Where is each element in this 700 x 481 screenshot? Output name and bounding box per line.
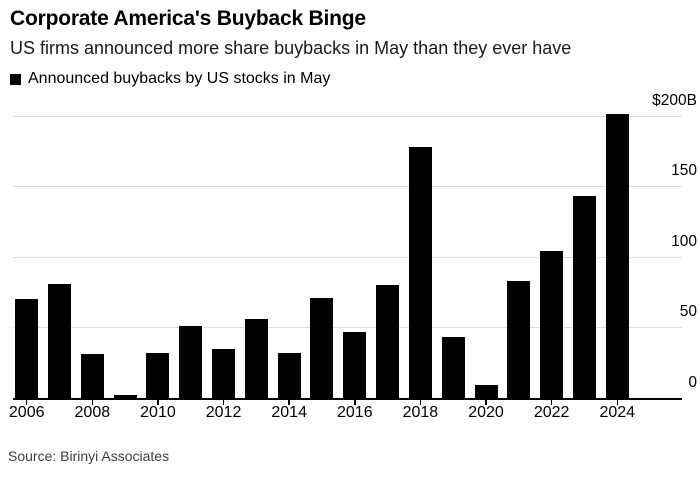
x-axis-label-2012: 2012 bbox=[205, 404, 242, 421]
x-axis-tick-2022 bbox=[550, 399, 553, 405]
gridline-200 bbox=[13, 115, 682, 117]
legend: Announced buybacks by US stocks in May bbox=[10, 70, 330, 88]
x-axis-label-2020: 2020 bbox=[468, 404, 504, 421]
x-axis-tick-2014 bbox=[288, 399, 290, 405]
gridline-50 bbox=[13, 327, 682, 329]
bar-2012 bbox=[212, 349, 236, 398]
bar-chart: $200B 150 100 50 0 2006 2008 2010 2012 2014 2016 20… bbox=[8, 91, 697, 422]
bar-2020 bbox=[474, 385, 498, 398]
bar-2011 bbox=[179, 326, 203, 398]
x-axis-label-2010: 2010 bbox=[140, 404, 176, 421]
bar-2009 bbox=[113, 395, 137, 398]
bar-2016 bbox=[343, 332, 367, 398]
x-axis-tick-2006 bbox=[25, 399, 28, 405]
y-axis-label-150: 150 bbox=[671, 162, 697, 180]
x-axis-tick-2010 bbox=[157, 399, 159, 405]
bar-2024 bbox=[605, 114, 629, 398]
bar-2013 bbox=[244, 319, 268, 398]
gridline-100 bbox=[13, 256, 682, 258]
bar-2006 bbox=[15, 299, 39, 398]
y-axis-label-200: $200B bbox=[652, 91, 697, 109]
bar-2007 bbox=[48, 284, 71, 398]
x-axis-tick-2018 bbox=[419, 399, 422, 405]
x-axis-line bbox=[13, 397, 682, 400]
x-axis-label-2008: 2008 bbox=[74, 404, 111, 421]
x-axis-tick-2016 bbox=[354, 399, 356, 405]
bar-2010 bbox=[146, 353, 170, 398]
x-axis-tick-2020 bbox=[485, 399, 487, 405]
page-subtitle: US firms announced more share buybacks i… bbox=[10, 38, 572, 58]
x-axis-tick-2008 bbox=[91, 399, 94, 405]
x-axis-label-2018: 2018 bbox=[402, 404, 439, 421]
bar-2008 bbox=[80, 354, 104, 398]
x-axis-label-2022: 2022 bbox=[533, 404, 570, 421]
source-note: Source: Birinyi Associates bbox=[8, 448, 170, 464]
y-axis-label-100: 100 bbox=[671, 232, 697, 250]
gridline-150 bbox=[13, 186, 682, 188]
bar-2014 bbox=[277, 353, 301, 398]
y-axis-label-0: 0 bbox=[688, 374, 697, 391]
bar-2023 bbox=[572, 196, 596, 398]
legend-swatch-icon bbox=[10, 73, 21, 85]
x-axis-label-2014: 2014 bbox=[271, 404, 307, 421]
bar-2017 bbox=[376, 285, 400, 398]
bar-2022 bbox=[540, 251, 564, 398]
x-axis-label-2016: 2016 bbox=[337, 404, 373, 421]
x-axis-tick-2024 bbox=[616, 399, 619, 405]
x-axis-label-2006: 2006 bbox=[8, 404, 45, 421]
page-title: Corporate America's Buyback Binge bbox=[10, 7, 366, 30]
x-axis-tick-2012 bbox=[222, 399, 225, 405]
bar-2019 bbox=[441, 337, 465, 398]
bar-2021 bbox=[507, 281, 531, 398]
bar-2015 bbox=[310, 298, 334, 398]
bar-2018 bbox=[408, 147, 432, 398]
y-axis-label-50: 50 bbox=[679, 303, 697, 321]
legend-label: Announced buybacks by US stocks in May bbox=[28, 70, 331, 87]
x-axis-label-2024: 2024 bbox=[599, 404, 636, 421]
